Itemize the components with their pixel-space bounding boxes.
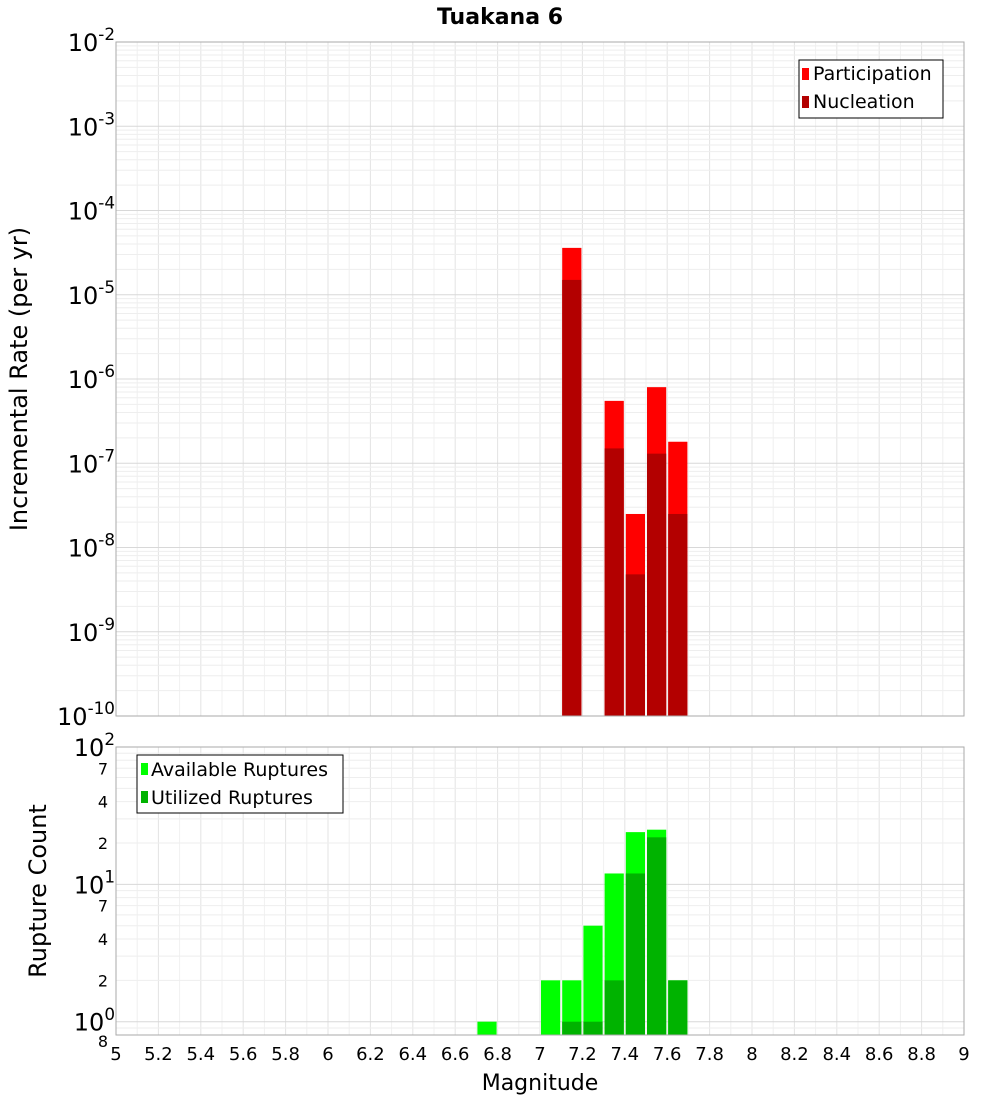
- x-tick-label: 9: [958, 1044, 969, 1065]
- x-tick-label: 7.2: [568, 1044, 597, 1065]
- x-tick-label: 6.6: [441, 1044, 470, 1065]
- bar-utilized-ruptures: [625, 873, 645, 1035]
- x-tick-label: 6: [322, 1044, 333, 1065]
- x-tick-label: 6.2: [356, 1044, 385, 1065]
- bar-utilized-ruptures: [604, 980, 624, 1035]
- legend-swatch-utilized: [141, 791, 148, 803]
- bar-utilized-ruptures: [647, 837, 667, 1035]
- x-tick-label: 6.8: [483, 1044, 512, 1065]
- bar-available-ruptures: [541, 980, 561, 1035]
- rate-bars: [562, 247, 688, 716]
- rate-y-tick-label: 10-5: [68, 277, 115, 310]
- count-y-tick-label: 102: [74, 729, 115, 762]
- bar-utilized-ruptures: [583, 1021, 603, 1035]
- x-tick-label: 5.8: [271, 1044, 300, 1065]
- rate-y-tick-label: 10-10: [57, 698, 115, 731]
- count-plot: 100 101 102 8 2 4 7 2 4 7 5 5.2 5.4 5.6 5.8 6 6.2 6.4 6.6…: [24, 729, 970, 1096]
- legend-swatch-nucleation: [802, 96, 809, 108]
- x-tick-label: 7.6: [653, 1044, 682, 1065]
- rate-y-tick-labels: 10-10 10-9 10-8 10-7 10-6 10-5 10-4 10-3 10-2: [57, 24, 115, 731]
- legend-label-utilized: Utilized Ruptures: [151, 787, 313, 809]
- x-tick-label: 7.8: [695, 1044, 724, 1065]
- count-y-tick-label: 101: [74, 867, 115, 900]
- bar-nucleation: [668, 513, 688, 716]
- count-y-minor-tick-label: 4: [98, 793, 108, 812]
- legend-label-participation: Participation: [813, 63, 932, 85]
- x-tick-label: 5.2: [144, 1044, 173, 1065]
- x-tick-label: 8: [746, 1044, 757, 1065]
- rate-y-tick-label: 10-2: [68, 24, 115, 57]
- rate-plot: 10-10 10-9 10-8 10-7 10-6 10-5 10-4 10-3 10-2 In…: [5, 24, 965, 731]
- rate-plot-frame: [115, 41, 965, 717]
- bar-nucleation: [604, 448, 624, 716]
- count-y-minor-tick-label: 7: [98, 897, 108, 916]
- x-tick-label: 8.2: [780, 1044, 809, 1065]
- rate-y-tick-label: 10-7: [68, 445, 115, 478]
- count-y-tick-labels: 100 101 102 8 2 4 7 2 4 7: [74, 729, 115, 1051]
- rate-y-tick-label: 10-3: [68, 108, 115, 141]
- count-y-minor-tick-label: 4: [98, 930, 108, 949]
- count-plot-frame: [115, 746, 965, 1036]
- rate-grid: [115, 41, 965, 717]
- x-tick-label: 8.4: [822, 1044, 851, 1065]
- count-y-minor-tick-label: 2: [98, 971, 108, 990]
- bar-available-ruptures: [562, 980, 582, 1035]
- x-tick-label: 7.4: [610, 1044, 639, 1065]
- bar-utilized-ruptures: [668, 980, 688, 1035]
- x-tick-label: 8.6: [865, 1044, 894, 1065]
- x-tick-label: 8.8: [907, 1044, 936, 1065]
- legend-label-available: Available Ruptures: [151, 759, 328, 781]
- count-y-minor-tick-label: 7: [98, 759, 108, 778]
- count-y-minor-tick-label: 8: [98, 1032, 108, 1051]
- legend-label-nucleation: Nucleation: [813, 91, 915, 113]
- count-bars: [477, 829, 688, 1035]
- legend-swatch-participation: [802, 68, 809, 80]
- legend-swatch-available: [141, 763, 148, 775]
- x-tick-label: 6.4: [398, 1044, 427, 1065]
- bar-available-ruptures: [583, 925, 603, 1035]
- bar-available-ruptures: [477, 1021, 497, 1035]
- count-y-axis-label: Rupture Count: [24, 804, 52, 978]
- rate-y-tick-label: 10-4: [68, 193, 115, 226]
- x-tick-label: 7: [534, 1044, 545, 1065]
- x-tick-label: 5: [110, 1044, 121, 1065]
- rate-y-tick-label: 10-6: [68, 361, 115, 394]
- rate-y-axis-label: Incremental Rate (per yr): [5, 227, 33, 531]
- count-legend: Available Ruptures Utilized Ruptures: [136, 754, 344, 814]
- x-tick-label: 5.4: [186, 1044, 215, 1065]
- bar-nucleation: [625, 574, 645, 716]
- x-axis-label: Magnitude: [482, 1071, 599, 1096]
- rate-legend: Participation Nucleation: [798, 59, 944, 119]
- count-y-minor-tick-label: 2: [98, 834, 108, 853]
- rate-y-tick-label: 10-8: [68, 530, 115, 563]
- chart-title: Tuakana 6: [437, 5, 563, 30]
- bar-nucleation: [647, 453, 667, 716]
- rate-y-tick-label: 10-9: [68, 614, 115, 647]
- count-y-tick-label: 100: [74, 1004, 115, 1037]
- x-tick-label: 5.6: [229, 1044, 258, 1065]
- bar-nucleation: [562, 279, 582, 716]
- bar-utilized-ruptures: [562, 1021, 582, 1035]
- x-tick-labels: 5 5.2 5.4 5.6 5.8 6 6.2 6.4 6.6 6.8 7 7.2 7.4 7.6 7.8 8…: [110, 1044, 969, 1065]
